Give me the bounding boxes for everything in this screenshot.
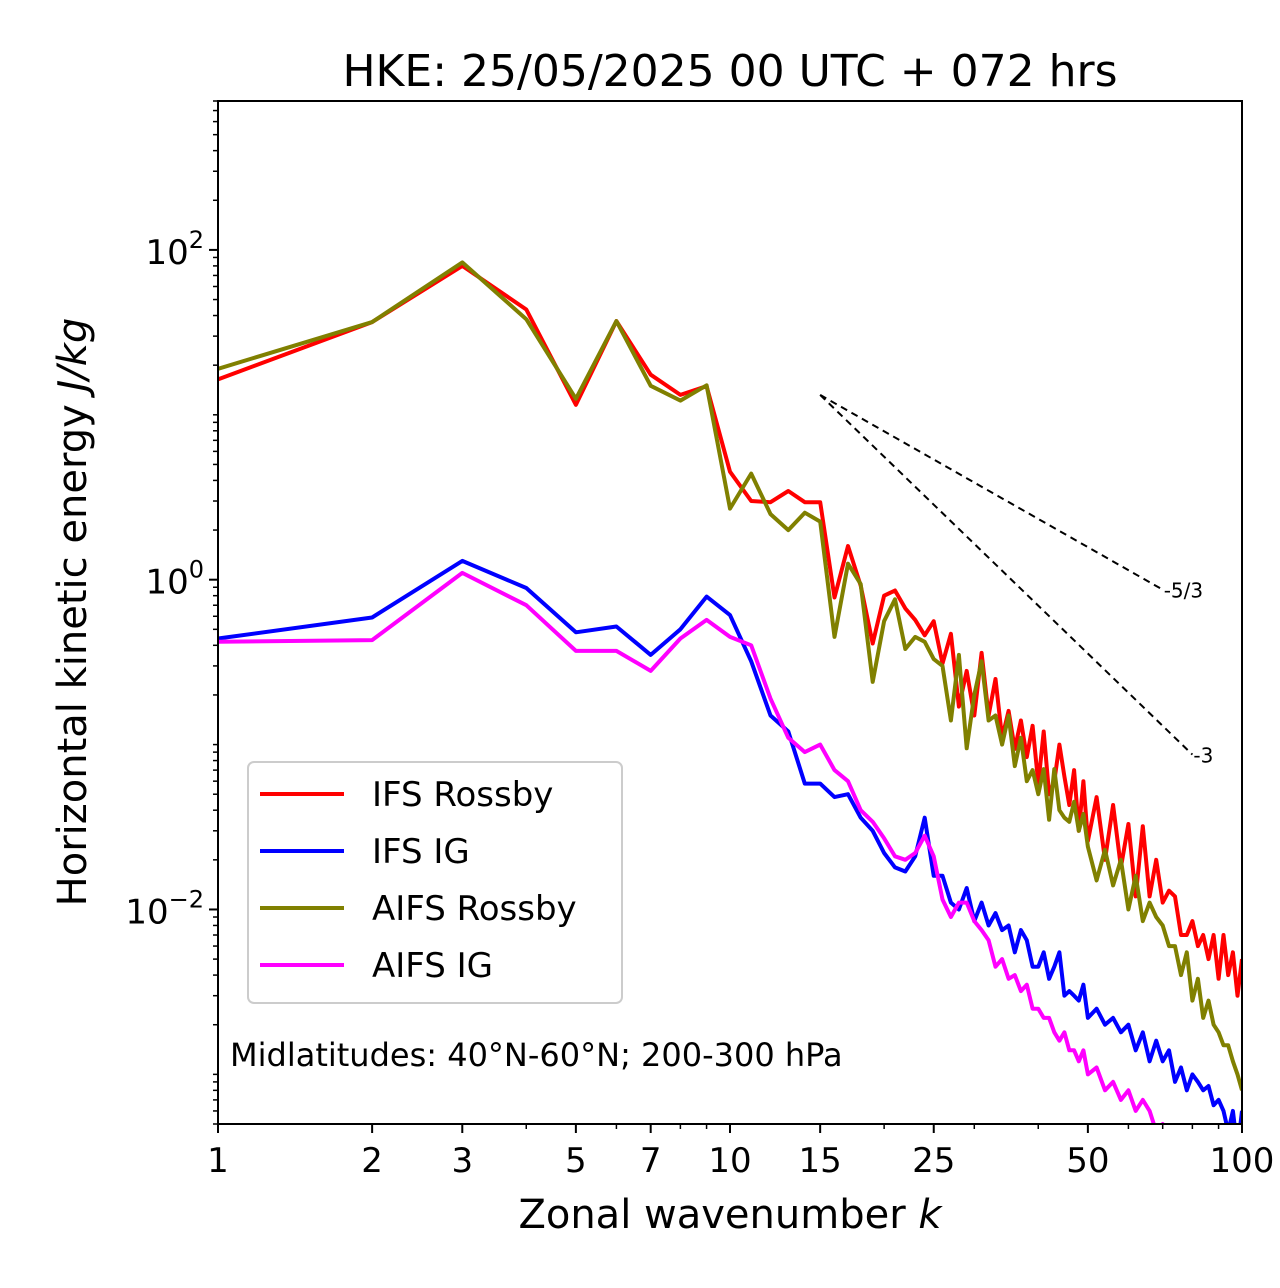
legend-label-1: IFS IG bbox=[372, 832, 470, 872]
series-line-2 bbox=[218, 260, 1242, 1091]
x-axis-label-var: k bbox=[918, 1192, 943, 1238]
reference-label-1: -3 bbox=[1193, 744, 1213, 768]
x-tick-label: 2 bbox=[361, 1141, 383, 1181]
y-tick-label: 10−2 bbox=[125, 885, 204, 932]
legend: IFS Rossby IFS IG AIFS Rossby AIFS IG bbox=[247, 761, 623, 1004]
chart-title: HKE: 25/05/2025 00 UTC + 072 hrs bbox=[342, 46, 1117, 97]
y-tick-label: 102 bbox=[145, 226, 204, 273]
series-line-1 bbox=[218, 558, 1242, 1124]
legend-items: IFS Rossby IFS IG AIFS Rossby AIFS IG bbox=[260, 775, 577, 986]
x-tick-label: 10 bbox=[708, 1141, 751, 1181]
y-axis-label-text: Horizontal kinetic energy bbox=[50, 404, 96, 906]
x-tick-label: 3 bbox=[451, 1141, 473, 1181]
x-tick-label: 5 bbox=[565, 1141, 587, 1181]
legend-label-0: IFS Rossby bbox=[372, 775, 553, 815]
x-tick-label: 7 bbox=[640, 1141, 662, 1181]
x-tick-label: 50 bbox=[1066, 1141, 1109, 1181]
x-axis: 1 2 3 5 7 10 15 25 50 100 bbox=[207, 1124, 1274, 1181]
y-tick-label: 100 bbox=[145, 556, 204, 603]
x-tick-label: 100 bbox=[1210, 1141, 1275, 1181]
x-axis-label: Zonal wavenumber k bbox=[518, 1192, 943, 1238]
series-line-0 bbox=[218, 263, 1242, 998]
x-tick-label: 15 bbox=[799, 1141, 842, 1181]
y-axis-label: Horizontal kinetic energy J/kg bbox=[50, 318, 96, 907]
reference-line-0 bbox=[819, 394, 1164, 591]
legend-label-2: AIFS Rossby bbox=[372, 889, 577, 929]
series-layer bbox=[218, 260, 1242, 1124]
x-tick-label: 25 bbox=[912, 1141, 955, 1181]
reference-label-0: -5/3 bbox=[1164, 579, 1203, 603]
legend-box bbox=[247, 761, 623, 1004]
reference-slopes: -5/3 -3 bbox=[819, 394, 1213, 768]
x-axis-label-text: Zonal wavenumber bbox=[518, 1192, 906, 1238]
y-axis: 102 100 10−2 bbox=[125, 100, 218, 1125]
region-annotation: Midlatitudes: 40°N-60°N; 200-300 hPa bbox=[230, 1036, 843, 1074]
series-line-3 bbox=[218, 570, 1165, 1124]
y-axis-label-unit: J/kg bbox=[50, 318, 96, 399]
reference-line-1 bbox=[819, 394, 1194, 756]
legend-label-3: AIFS IG bbox=[372, 946, 493, 986]
x-tick-label: 1 bbox=[207, 1141, 229, 1181]
